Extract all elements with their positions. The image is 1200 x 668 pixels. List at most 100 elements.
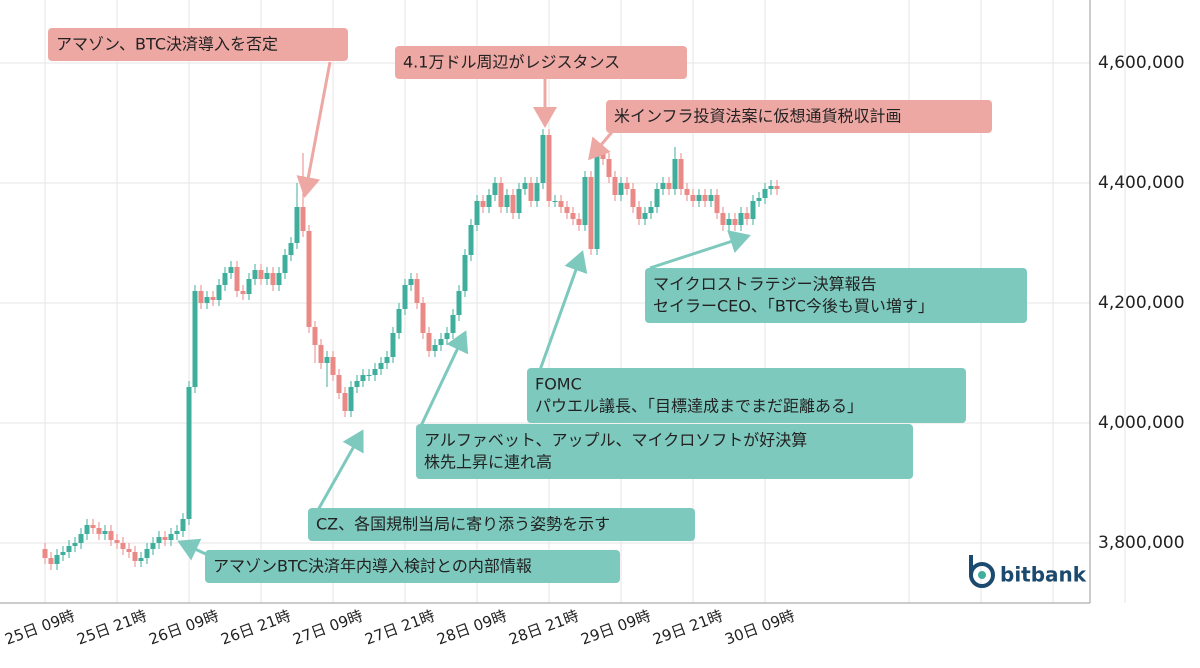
candle-body [204,297,210,303]
candle-body [744,213,750,219]
candle-body [198,291,204,303]
candle-body [486,195,492,207]
candle-body [90,525,96,528]
candle-body [612,177,618,195]
candle-body [126,549,132,552]
candle-body [414,279,420,303]
candle-body [450,315,456,333]
y-tick-label: 4,000,000 [1098,413,1185,433]
candle-body [552,201,558,202]
annotation-text: アマゾン、BTC決済導入を否定 [56,35,278,54]
candle-body [132,552,138,561]
candle-body [222,273,228,285]
annotation: アマゾンBTC決済年内導入検討との内部情報 [177,538,620,583]
annotation: アマゾン、BTC決済導入を否定 [48,28,348,198]
candle-body [420,303,426,333]
x-tick-label: 30日 09時 [722,607,797,649]
candle-body [96,528,102,534]
logo-text: bitbank [1000,563,1087,587]
candle-body [288,243,294,255]
candle-body [444,333,450,339]
annotation: 4.1万ドル周辺がレジスタンス [395,46,687,128]
candle-body [360,375,366,381]
candle-body [372,369,378,375]
annotation-arrow [538,250,588,371]
x-tick-label: 28日 21時 [506,607,581,649]
candle-body [120,543,126,549]
candle-body [456,291,462,315]
candle-body [402,285,408,309]
x-tick-label: 27日 21時 [362,607,437,649]
annotation-text: アマゾンBTC決済年内導入検討との内部情報 [213,557,532,576]
candle-body [408,279,414,285]
candle-body [558,201,564,207]
candle-body [750,201,756,219]
candle-body [144,549,150,558]
candle-body [432,345,438,351]
candle-body [156,537,162,543]
candle-body [534,183,540,201]
candle-body [666,183,672,189]
candle-body [648,207,654,213]
candle-body [390,333,396,357]
annotation-text: 4.1万ドル周辺がレジスタンス [403,53,620,72]
candle-body [660,183,666,189]
candle-body [216,285,222,300]
candle-body [468,225,474,255]
candle-body [162,537,168,540]
annotation-box [606,100,992,133]
candle-body [624,183,630,189]
candle-body [342,393,348,411]
candle-body [78,534,84,543]
candle-body [330,357,336,375]
annotation-arrow [316,429,364,511]
candle-body [474,201,480,225]
x-tick-label: 25日 09時 [2,607,77,649]
candle-body [72,543,78,546]
annotation-arrow [418,330,469,429]
candle-body [396,309,402,333]
candle-body [462,255,468,291]
candle-body [588,177,594,249]
logo: bitbank [969,555,1087,588]
candle-body [684,189,690,195]
annotation-text: パウエル議長、「目標達成までまだ距離ある」 [535,397,863,416]
candle-body [654,189,660,207]
candle-body [636,207,642,219]
annotation-arrow [649,230,751,270]
annotation-text: 株先上昇に連れ高 [424,453,552,472]
candle-body [318,345,324,363]
annotation: CZ、各国規制当局に寄り添う姿勢を示す [308,429,695,541]
candle-body [480,201,486,207]
candle-body [42,549,48,558]
candle-body [726,219,732,225]
annotation-text: FOMC [535,375,582,394]
annotation-box [416,424,913,479]
annotation-arrow [588,131,614,161]
candle-body [54,555,60,564]
candle-body [60,552,66,555]
annotation-box [395,46,687,79]
annotation-text: 米インフラ投資法案に仮想通貨税収計画 [614,107,902,126]
candle-body [594,153,600,249]
annotation-text: マイクロストラテジー決算報告 [653,275,877,294]
annotation-box [308,508,695,541]
candle-body [186,387,192,519]
candle-body [672,159,678,189]
annotation-text: CZ、各国規制当局に寄り添う姿勢を示す [316,515,610,534]
candle-body [192,291,198,387]
candle-body [234,267,240,291]
candle-body [48,558,54,564]
annotation-box [527,368,966,423]
candle-body [702,195,708,201]
x-tick-label: 28日 09時 [434,607,509,649]
candle-body [348,387,354,411]
candle-body [264,273,270,279]
annotation-box [48,28,348,61]
candle-body [690,195,696,201]
candle-body [570,213,576,219]
candle-body [246,279,252,294]
candle-body [498,183,504,207]
